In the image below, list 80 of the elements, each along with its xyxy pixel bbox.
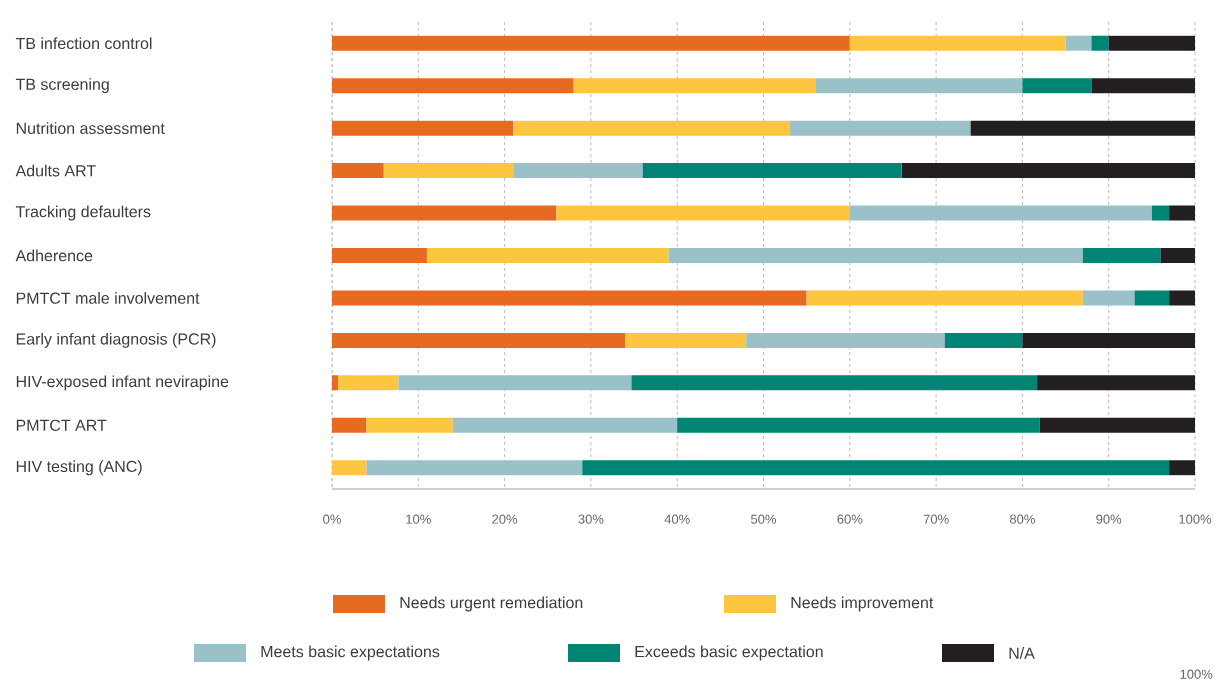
bar bbox=[452, 417, 678, 433]
legend-label: Needs improvement bbox=[791, 596, 934, 612]
bar bbox=[901, 163, 1195, 179]
x-tick-label: 50% bbox=[751, 514, 777, 524]
y-tick-label: HIV-exposed infant nevirapine bbox=[16, 375, 229, 391]
bar bbox=[849, 205, 1152, 221]
bar bbox=[815, 78, 1023, 94]
bar bbox=[573, 78, 816, 94]
y-tick-label: Adults ART bbox=[15, 164, 96, 177]
bar bbox=[366, 460, 583, 476]
bar bbox=[1108, 35, 1195, 51]
bar bbox=[513, 163, 643, 179]
y-tick-label: Early infant diagnosis (PCR) bbox=[16, 332, 216, 348]
legend-label: Needs urgent remediation bbox=[400, 596, 583, 612]
x-tick-label: 80% bbox=[1009, 514, 1035, 524]
y-tick-label: HIV testing (ANC) bbox=[16, 460, 142, 476]
bar bbox=[1160, 248, 1195, 263]
bar bbox=[1134, 290, 1170, 306]
bar bbox=[426, 248, 669, 263]
x-tick-label: 100% bbox=[1179, 514, 1212, 524]
bar bbox=[1169, 205, 1195, 221]
bar bbox=[332, 120, 514, 136]
bar bbox=[789, 120, 971, 136]
x-tick-label: 30% bbox=[578, 514, 604, 524]
bar bbox=[746, 332, 945, 348]
x-tick-label: 60% bbox=[837, 514, 863, 524]
bar bbox=[513, 120, 790, 136]
bar bbox=[332, 290, 807, 306]
bar bbox=[631, 375, 1038, 391]
bar bbox=[332, 248, 427, 263]
legend-label: Exceeds basic expectation bbox=[635, 645, 823, 661]
bar bbox=[1082, 248, 1161, 263]
x-tick-label: 40% bbox=[664, 514, 690, 524]
bar bbox=[944, 332, 1023, 348]
bar bbox=[338, 375, 399, 391]
bar bbox=[332, 205, 557, 221]
bar bbox=[668, 248, 1083, 263]
bar bbox=[1082, 290, 1135, 306]
bar bbox=[332, 78, 574, 94]
x-tick-label: 0% bbox=[323, 514, 341, 524]
x-tick-label: 70% bbox=[923, 514, 949, 524]
bar bbox=[1169, 290, 1195, 306]
bar bbox=[1169, 460, 1195, 476]
bar bbox=[582, 460, 1170, 476]
y-tick-label: PMTCT male involvement bbox=[16, 292, 200, 304]
bar bbox=[677, 417, 1040, 433]
y-tick-label: TB infection control bbox=[15, 37, 152, 50]
y-tick-label: Nutrition assessment bbox=[16, 122, 165, 135]
text: 100% bbox=[1180, 669, 1213, 679]
bar bbox=[332, 35, 850, 51]
bar bbox=[332, 460, 367, 476]
legend-label: Meets basic expectations bbox=[261, 645, 440, 661]
bar bbox=[1022, 332, 1195, 348]
bar bbox=[1065, 35, 1092, 51]
y-tick-label: Adherence bbox=[15, 249, 93, 262]
bar bbox=[1091, 35, 1109, 51]
bar bbox=[1037, 375, 1195, 391]
y-tick-label: Tracking defaulters bbox=[15, 205, 151, 221]
y-tick-label: PMTCT ART bbox=[16, 419, 107, 431]
y-tick-label: TB screening bbox=[15, 78, 109, 94]
bar bbox=[1091, 78, 1195, 94]
bar bbox=[1151, 205, 1170, 221]
x-tick-label: 10% bbox=[406, 514, 431, 524]
bar bbox=[625, 332, 747, 348]
bar bbox=[366, 417, 453, 433]
bar bbox=[398, 375, 632, 391]
bar bbox=[806, 290, 1083, 306]
x-tick-label: 20% bbox=[492, 514, 518, 524]
legend-label: N/A bbox=[1009, 647, 1035, 659]
bar bbox=[1039, 417, 1195, 433]
bar bbox=[556, 205, 850, 221]
bar bbox=[332, 332, 626, 348]
bar bbox=[1022, 78, 1092, 94]
bar bbox=[383, 163, 514, 179]
bar bbox=[970, 120, 1195, 136]
bar bbox=[849, 35, 1066, 51]
bar bbox=[332, 163, 384, 179]
bar bbox=[332, 417, 367, 433]
x-tick-label: 90% bbox=[1096, 514, 1122, 524]
bar bbox=[642, 163, 902, 179]
